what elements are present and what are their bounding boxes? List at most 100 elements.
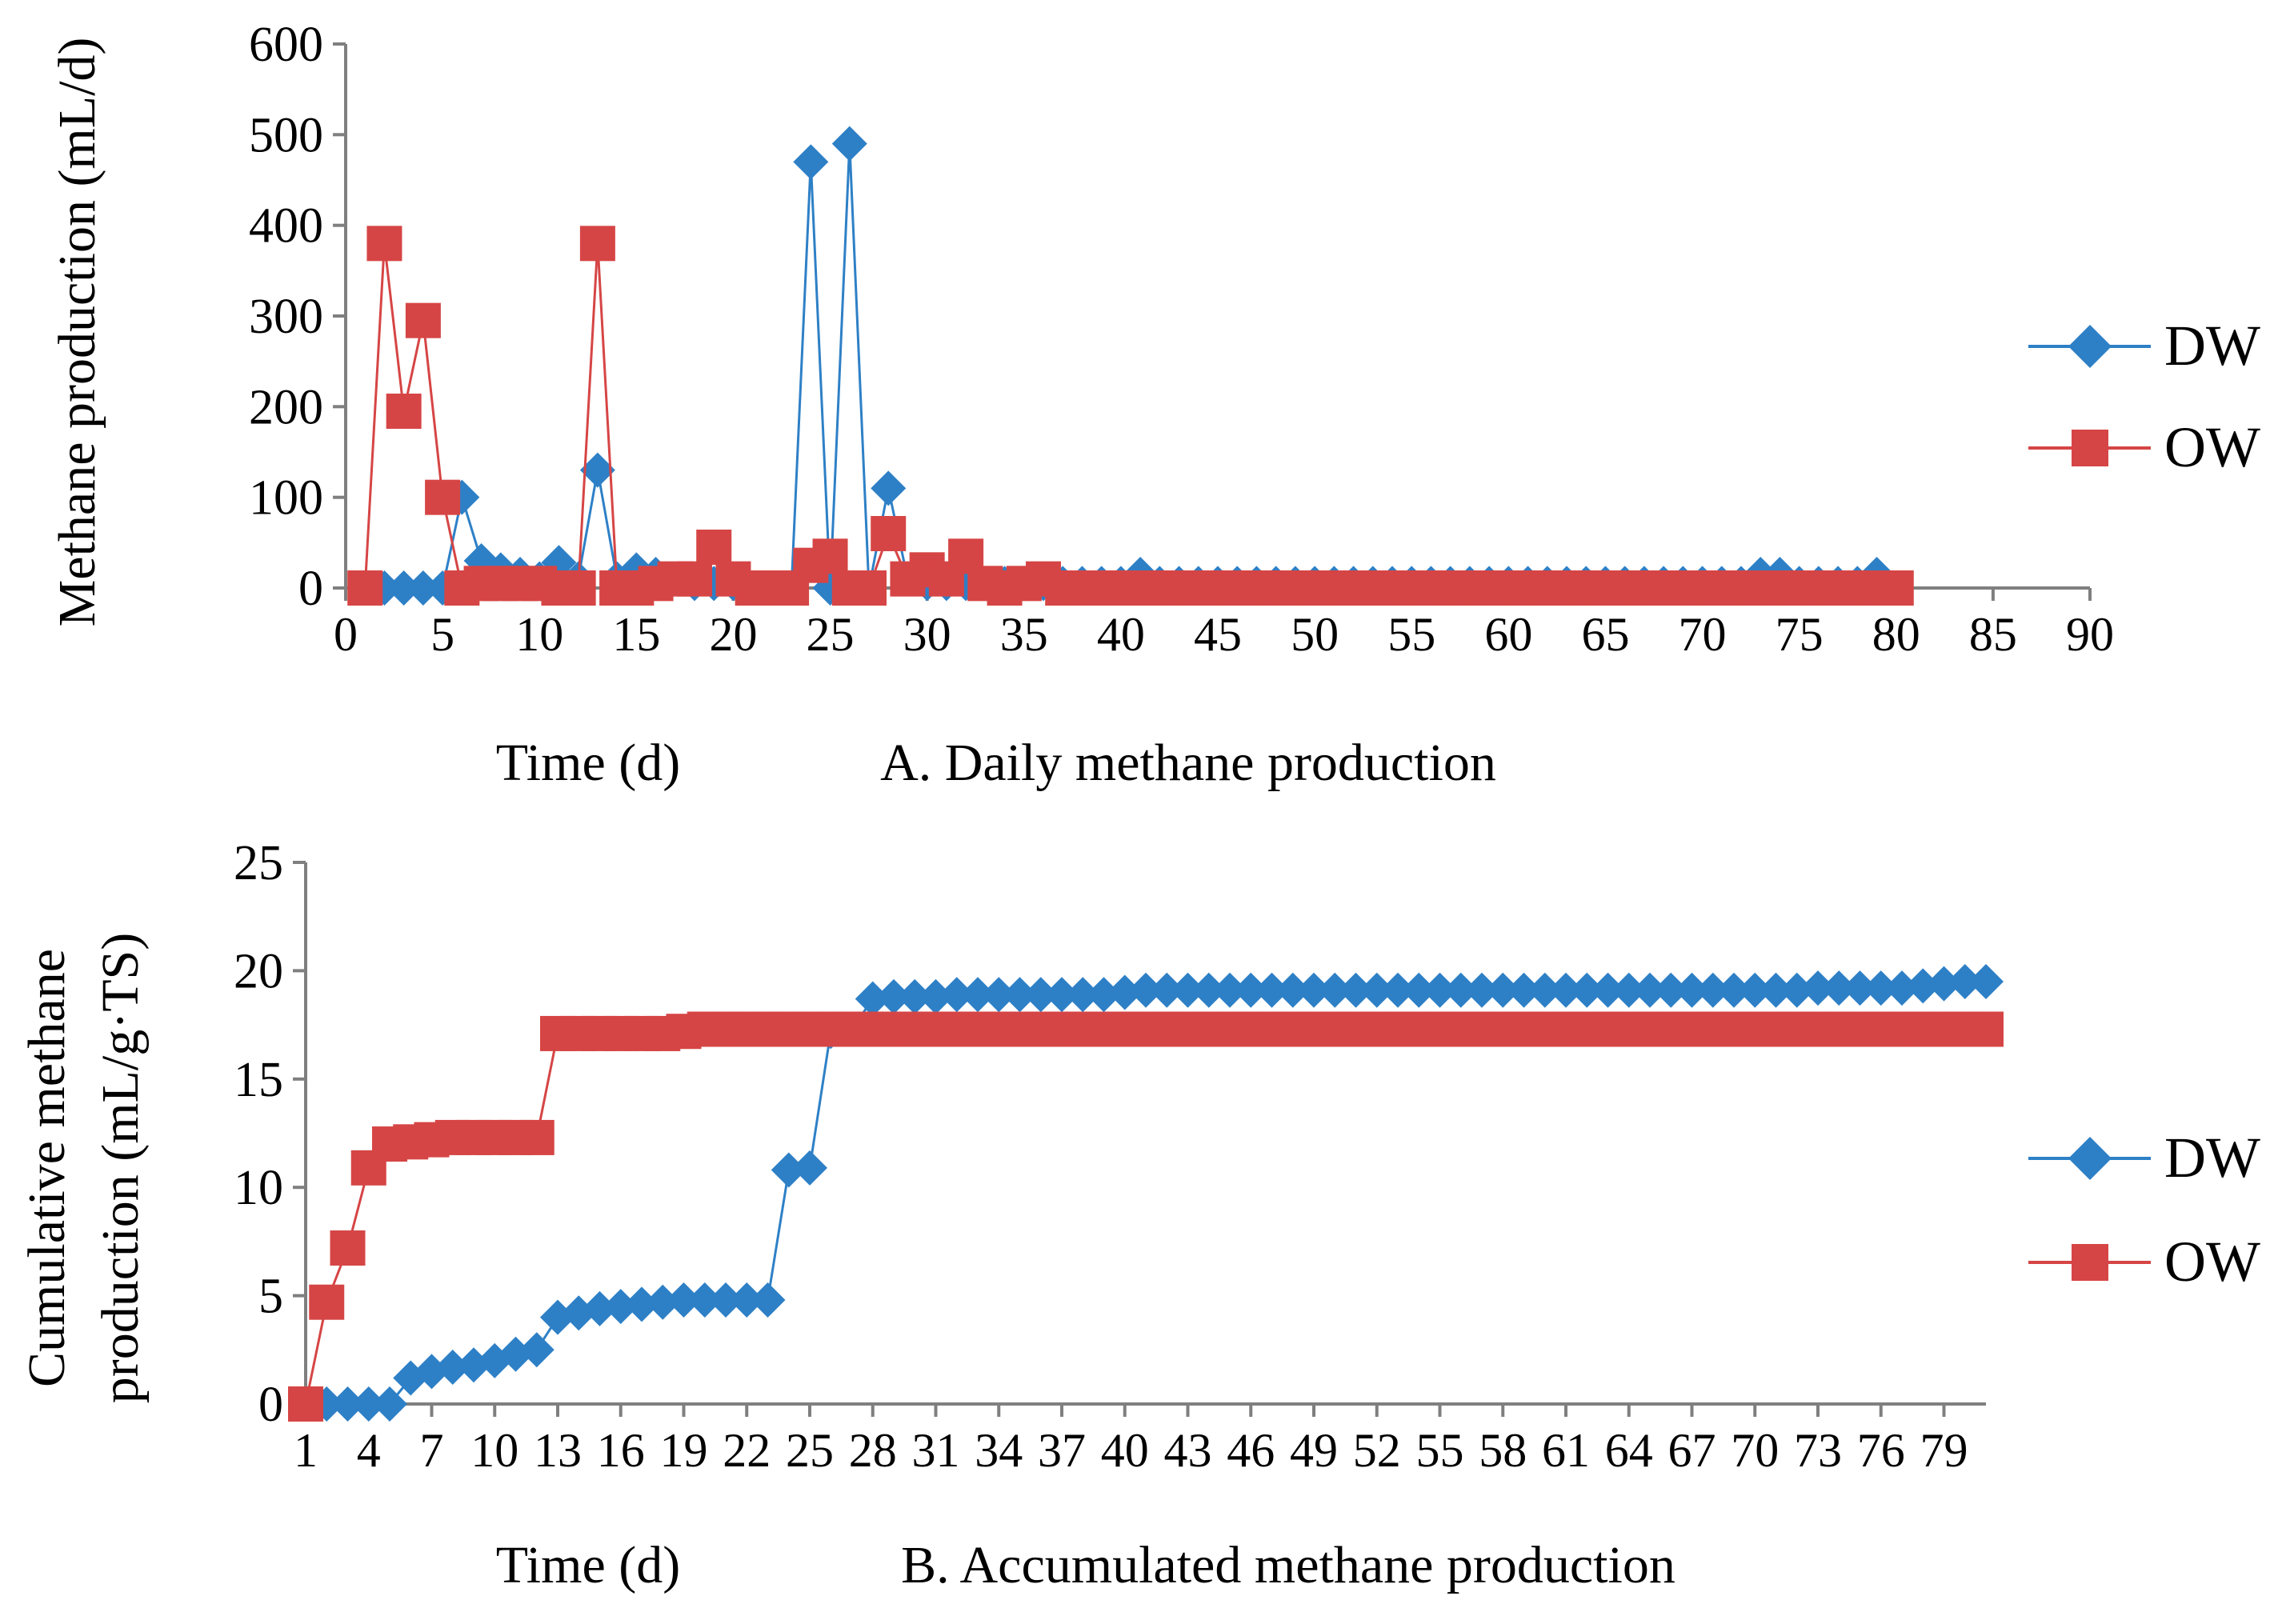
y-tick-label: 300 <box>249 290 323 344</box>
y-tick-label: 15 <box>234 1053 283 1107</box>
x-tick-label: 45 <box>1194 608 1242 661</box>
data-point-dw <box>876 978 911 1014</box>
x-tick-label: 67 <box>1668 1424 1716 1477</box>
data-point-dw <box>687 1282 723 1318</box>
data-point-dw <box>1569 972 1605 1008</box>
y-tick-label: 0 <box>298 562 323 616</box>
data-point-dw <box>1317 972 1353 1008</box>
data-point-dw <box>831 126 867 162</box>
chart-a-title: A. Daily methane production <box>880 734 1496 792</box>
legend-ow-label: OW <box>2164 415 2260 479</box>
y-tick-label: 400 <box>249 199 323 254</box>
data-point-dw <box>871 470 907 506</box>
x-tick-label: 70 <box>1731 1424 1779 1477</box>
data-point-dw <box>350 1386 386 1422</box>
y-tick-label: 200 <box>249 380 323 434</box>
data-point-ow <box>347 570 383 606</box>
chart-b-legend: DW OW <box>2028 1126 2260 1294</box>
data-point-ow <box>851 570 887 606</box>
chart-b-ylabel-line2: production (mL/g·TS) <box>91 933 150 1403</box>
y-tick-label: 500 <box>249 108 323 162</box>
data-point-dw <box>372 1386 407 1422</box>
data-point-dw <box>1842 970 1878 1006</box>
x-tick-label: 28 <box>849 1424 897 1477</box>
x-tick-label: 80 <box>1872 608 1920 661</box>
data-point-dw <box>1212 972 1247 1008</box>
x-tick-label: 16 <box>597 1424 645 1477</box>
y-tick-label: 20 <box>234 944 283 998</box>
data-point-dw <box>1800 970 1836 1006</box>
x-tick-label: 58 <box>1479 1424 1527 1477</box>
y-tick-label: 25 <box>234 836 283 890</box>
data-point-dw <box>1233 972 1269 1008</box>
x-tick-label: 55 <box>1387 608 1435 661</box>
data-point-ow <box>812 538 848 574</box>
x-tick-label: 40 <box>1101 1424 1149 1477</box>
x-tick-label: 90 <box>2066 608 2114 661</box>
x-tick-label: 49 <box>1290 1424 1338 1477</box>
data-point-dw <box>897 978 933 1014</box>
chart-b-xlabel: Time (d) <box>496 1536 680 1594</box>
x-tick-label: 70 <box>1679 608 1727 661</box>
data-point-dw <box>330 1386 366 1422</box>
x-tick-label: 85 <box>1969 608 2017 661</box>
data-point-dw <box>1947 963 1983 999</box>
data-point-dw <box>1170 972 1206 1008</box>
y-tick-label: 5 <box>258 1270 283 1324</box>
data-point-dw <box>579 452 615 488</box>
data-point-dw <box>1044 977 1079 1013</box>
data-point-ow <box>309 1284 345 1320</box>
legend-ow-marker <box>2072 430 2108 466</box>
x-tick-label: 31 <box>912 1424 960 1477</box>
legend-dw-label: DW <box>2164 314 2260 378</box>
data-point-dw <box>1674 972 1710 1008</box>
data-point-ow <box>871 516 907 551</box>
data-point-dw <box>918 978 954 1014</box>
data-point-dw <box>1254 972 1290 1008</box>
legend-ow-marker <box>2072 1244 2108 1281</box>
data-point-dw <box>1023 977 1059 1013</box>
chart-b-ylabel-line1: Cumulative methane <box>18 949 76 1387</box>
x-tick-label: 55 <box>1416 1424 1464 1477</box>
data-point-ow <box>696 530 732 565</box>
legend-ow-label: OW <box>2164 1230 2260 1294</box>
y-tick-label: 100 <box>249 471 323 526</box>
data-point-dw <box>1527 972 1563 1008</box>
data-point-dw <box>518 1332 554 1368</box>
series-line-dw <box>365 142 1897 590</box>
chart-a-ylabel: Methane production (mL/d) <box>48 38 106 627</box>
legend-dw-marker <box>2068 1137 2112 1180</box>
data-point-dw <box>1695 972 1731 1008</box>
data-point-dw <box>1191 972 1227 1008</box>
data-point-dw <box>1359 972 1395 1008</box>
data-point-dw <box>750 1282 786 1318</box>
data-point-dw <box>1590 972 1626 1008</box>
data-point-dw <box>624 1286 659 1322</box>
data-point-dw <box>771 1152 807 1188</box>
x-tick-label: 79 <box>1920 1424 1968 1477</box>
data-point-dw <box>1485 972 1521 1008</box>
data-point-ow <box>518 1119 554 1155</box>
y-tick-label: 10 <box>234 1161 283 1215</box>
x-tick-label: 50 <box>1291 608 1339 661</box>
data-point-dw <box>708 1282 743 1318</box>
data-point-dw <box>1464 972 1499 1008</box>
data-point-dw <box>729 1282 765 1318</box>
data-point-dw <box>1275 972 1311 1008</box>
data-point-dw <box>1422 972 1458 1008</box>
x-tick-label: 52 <box>1353 1424 1401 1477</box>
data-point-ow <box>425 479 461 515</box>
data-point-ow <box>1968 1011 2004 1047</box>
data-point-dw <box>960 977 995 1013</box>
data-point-dw <box>1338 972 1374 1008</box>
data-point-dw <box>1443 972 1479 1008</box>
x-tick-label: 10 <box>515 608 563 661</box>
x-tick-label: 22 <box>723 1424 771 1477</box>
series-line-ow <box>363 242 1896 590</box>
x-tick-label: 61 <box>1542 1424 1590 1477</box>
data-point-ow <box>366 226 402 262</box>
chart-b-title: B. Accumulated methane production <box>901 1536 1675 1594</box>
x-tick-label: 37 <box>1038 1424 1086 1477</box>
data-point-dw <box>1863 970 1899 1006</box>
